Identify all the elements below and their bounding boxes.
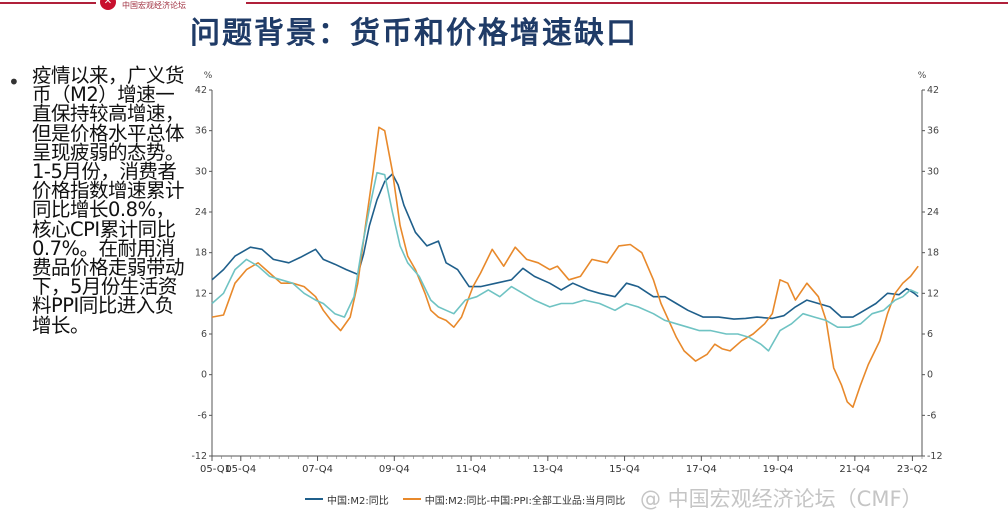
y-unit-left: % (204, 71, 213, 81)
y-tick-label-left: 24 (195, 207, 207, 218)
y-tick-label-left: 0 (201, 370, 207, 381)
y-unit-right: % (918, 71, 927, 81)
watermark: @ 中国宏观经济论坛（CMF） (640, 487, 923, 511)
logo-mark-icon: ✕ (100, 0, 116, 10)
x-tick-label: 13-Q4 (532, 464, 563, 475)
legend-label: 中国:M2:同比-中国:PPI:全部工业品:当月同比 (424, 495, 626, 507)
y-tick-label-left: 6 (201, 329, 207, 340)
x-tick-label: 11-Q4 (456, 464, 487, 475)
page-title: 问题背景：货币和价格增速缺口 (190, 16, 638, 51)
series-line-2 (211, 126, 919, 408)
y-tick-label-left: 18 (195, 248, 207, 259)
series-line-3 (211, 171, 919, 352)
y-tick-label-right: 12 (927, 288, 939, 299)
y-tick-label-left: -12 (191, 451, 207, 462)
x-tick-label: 05-Q4 (225, 464, 256, 475)
y-tick-label-left: 42 (195, 85, 207, 96)
y-tick-label-left: -6 (198, 410, 207, 421)
legend-swatch (402, 498, 421, 500)
legend-label: 中国:M2:同比 (327, 495, 389, 507)
y-tick-label-left: 36 (195, 126, 207, 137)
logo: ✕ 中国宏观经济论坛 (96, 0, 246, 14)
header-rule (0, 2, 1008, 4)
legend-swatch (305, 498, 323, 500)
series-line-1 (211, 173, 919, 320)
legend-item-2: 中国:M2:同比-中国:PPI:全部工业品:当月同比 (402, 492, 626, 507)
y-tick-label-left: 30 (195, 166, 207, 177)
bullet-icon: • (8, 70, 20, 94)
chart-legend: 中国:M2:同比 中国:M2:同比-中国:PPI:全部工业品:当月同比 (305, 492, 626, 507)
y-tick-label-right: -12 (927, 451, 943, 462)
y-tick-label-right: 0 (927, 370, 933, 381)
line-chart: % % -12 -12 -6 -6 0 0 6 6 12 12 18 18 24 24 30 30 36 36 42 42… (191, 71, 943, 475)
legend-item-1: 中国:M2:同比 (305, 492, 389, 507)
x-tick-label: 21-Q4 (839, 464, 870, 475)
x-tick-label: 23-Q2 (897, 464, 928, 475)
y-tick-label-right: 30 (927, 166, 939, 177)
bullet-text: 疫情以来，广义货币（M2）增速一直保持较高增速，但是价格水平总体呈现疲弱的态势。… (32, 64, 185, 337)
x-tick-label: 19-Q4 (763, 464, 794, 475)
logo-text: 中国宏观经济论坛 (122, 1, 186, 10)
y-tick-label-right: -6 (927, 410, 936, 421)
y-tick-label-right: 6 (927, 329, 933, 340)
x-tick-label: 07-Q4 (302, 464, 333, 475)
y-tick-label-right: 36 (927, 126, 939, 137)
y-tick-label-right: 18 (927, 248, 939, 259)
x-tick-label: 05-Q1 (200, 464, 231, 475)
y-tick-label-right: 24 (927, 207, 939, 218)
y-tick-label-right: 42 (927, 85, 939, 96)
x-tick-label: 09-Q4 (379, 464, 410, 475)
y-tick-label-left: 12 (195, 288, 207, 299)
x-tick-label: 15-Q4 (609, 464, 640, 475)
x-tick-label: 17-Q4 (686, 464, 717, 475)
